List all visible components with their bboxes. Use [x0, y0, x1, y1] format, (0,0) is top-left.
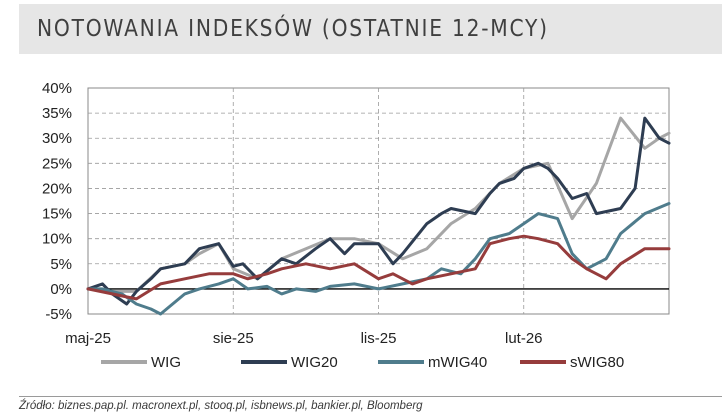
- y-tick-label: 10%: [42, 231, 72, 248]
- y-tick-label: 30%: [42, 130, 72, 147]
- y-tick-label: 5%: [50, 256, 72, 273]
- legend-label-mwig40: mWIG40: [428, 354, 487, 371]
- legend-label-wig: WIG: [151, 354, 181, 371]
- x-tick-label: maj-25: [65, 330, 111, 347]
- y-tick-label: 40%: [42, 80, 72, 97]
- x-tick-label: sie-25: [213, 330, 254, 347]
- y-tick-label: -5%: [45, 306, 72, 323]
- series-line-wig20: [86, 116, 671, 306]
- series-line-swig80: [86, 234, 671, 301]
- source-note: Źródło: biznes.pap.pl. macronext.pl, sto…: [19, 400, 423, 412]
- series-line-mwig40: [86, 202, 671, 316]
- y-tick-label: 20%: [42, 180, 72, 197]
- source-divider: [19, 396, 722, 397]
- line-chart: 40% 35% 30% 25% 20% 15% 10% 5% 0% -5% maj-25 sie-25…: [42, 80, 671, 371]
- title-banner: NOTOWANIA INDEKSÓW (OSTATNIE 12-MCY): [19, 4, 722, 54]
- x-tick-label: lis-25: [361, 330, 397, 347]
- y-tick-label: 25%: [42, 155, 72, 172]
- y-tick-label: 35%: [42, 105, 72, 122]
- y-tick-label: 0%: [50, 281, 72, 298]
- chart-title: NOTOWANIA INDEKSÓW (OSTATNIE 12-MCY): [37, 16, 549, 42]
- x-tick-label: lut-26: [505, 330, 543, 347]
- y-tick-label: 15%: [42, 206, 72, 223]
- legend-label-wig20: WIG20: [291, 354, 338, 371]
- legend-label-swig80: sWIG80: [570, 354, 624, 371]
